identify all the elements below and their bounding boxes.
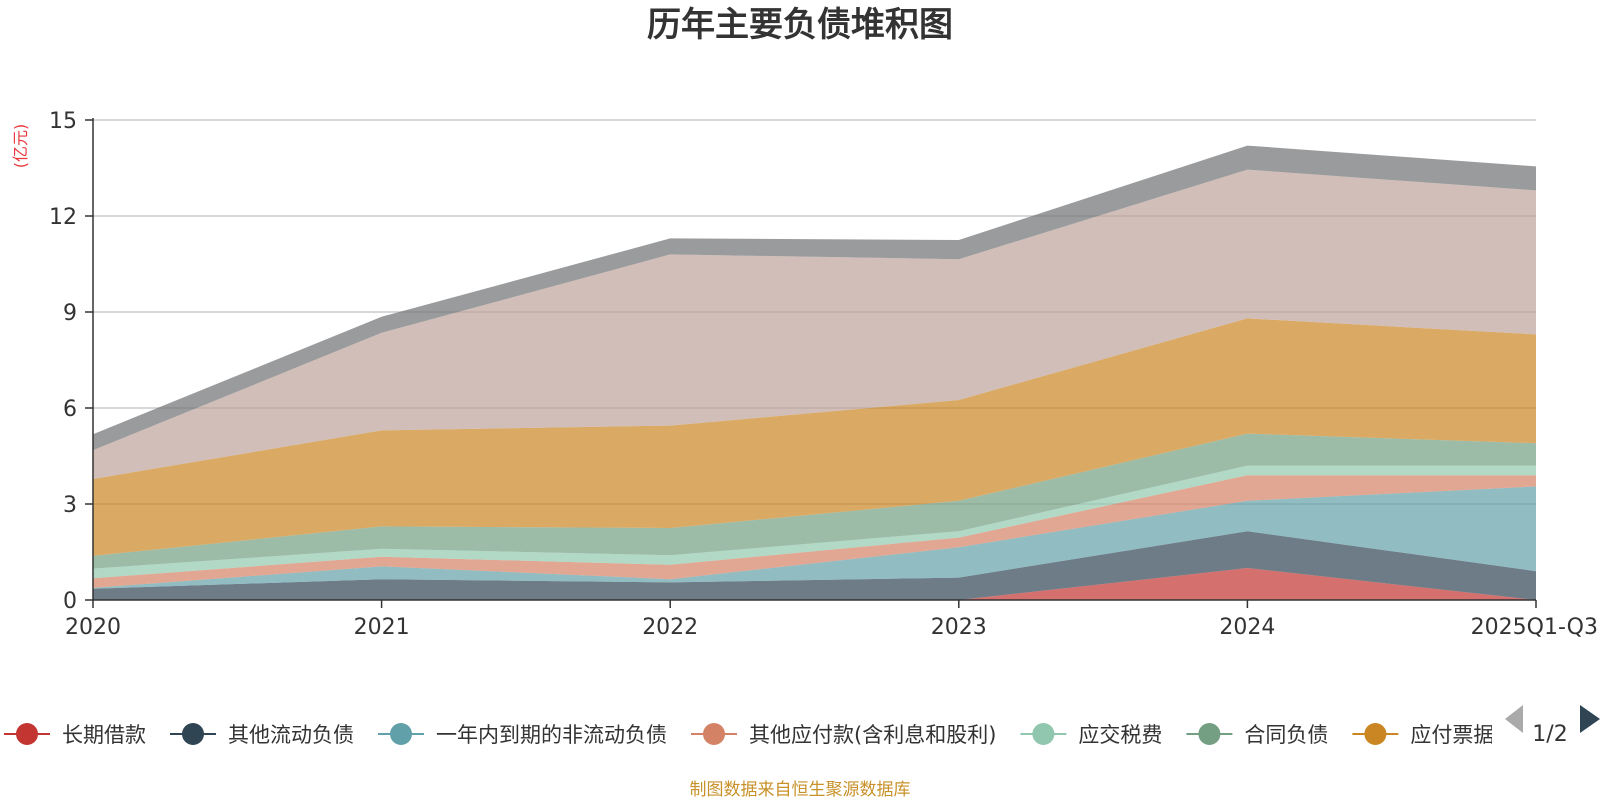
legend-label: 应交税费 xyxy=(1078,723,1162,747)
area-series-3 xyxy=(93,475,1536,588)
legend: 长期借款 其他流动负债 一年内到期的非流动负债 其他应付款(含利息和股利) 应交税费 合同… xyxy=(4,723,1599,747)
legend-marker xyxy=(1032,723,1055,745)
legend-next-arrow-icon[interactable] xyxy=(1580,705,1600,733)
legend-prev-arrow-icon[interactable] xyxy=(1505,705,1523,733)
y-tick-label: 9 xyxy=(63,301,77,326)
x-tick-label: 2024 xyxy=(1219,615,1275,640)
legend-item[interactable]: 应交税费 xyxy=(1020,723,1162,747)
legend-marker xyxy=(1198,723,1221,745)
axes: 0 3 6 9 12 15 2020 2021 2022 2023 2024 2025Q1-Q3 xyxy=(49,109,1598,640)
legend-item[interactable]: 合同负债 xyxy=(1186,723,1328,747)
area-series-7 xyxy=(93,169,1536,480)
data-source-note: 制图数据来自恒生聚源数据库 xyxy=(690,780,911,800)
legend-label: 长期借款 xyxy=(62,723,146,747)
legend-label: 其他流动负债 xyxy=(228,723,354,747)
legend-item[interactable]: 其他应付款(含利息和股利) xyxy=(691,723,996,747)
legend-label: 应付票据及应付账款 xyxy=(1410,723,1599,747)
y-tick-label: 6 xyxy=(63,397,77,422)
y-tick-label: 3 xyxy=(63,493,77,518)
legend-item[interactable]: 一年内到期的非流动负债 xyxy=(378,723,667,747)
legend-label: 其他应付款(含利息和股利) xyxy=(749,723,996,747)
area-series-0 xyxy=(93,568,1536,600)
chart-title: 历年主要负债堆积图 xyxy=(647,5,953,45)
legend-label: 合同负债 xyxy=(1244,723,1328,747)
y-tick-label: 0 xyxy=(63,589,77,614)
area-series-4 xyxy=(93,465,1536,579)
area-series-8 xyxy=(93,145,1536,451)
y-axis-unit-label: (亿元) xyxy=(11,124,30,169)
area-series-5 xyxy=(93,433,1536,569)
legend-page-indicator: 1/2 xyxy=(1532,722,1567,747)
legend-item[interactable]: 其他流动负债 xyxy=(170,723,354,747)
legend-marker xyxy=(703,723,725,745)
y-tick-label: 12 xyxy=(49,205,77,230)
legend-label: 一年内到期的非流动负债 xyxy=(436,723,667,747)
x-tick-label: 2022 xyxy=(642,615,698,640)
y-tick-label: 15 xyxy=(49,109,77,134)
x-tick-label: 2021 xyxy=(354,615,410,640)
x-tick-label: 2020 xyxy=(65,615,121,640)
x-tick-label: 2025Q1-Q3 xyxy=(1471,615,1598,640)
legend-pager: 1/2 xyxy=(1505,705,1600,747)
legend-item[interactable]: 长期借款 xyxy=(4,723,146,747)
legend-item[interactable]: 应付票据及应付账款 xyxy=(1352,723,1599,747)
legend-marker xyxy=(16,723,38,745)
x-tick-label: 2023 xyxy=(931,615,987,640)
legend-marker xyxy=(182,723,204,745)
legend-marker xyxy=(390,723,412,745)
area-series-6 xyxy=(93,318,1536,556)
area-series-2 xyxy=(93,486,1536,589)
area-series-1 xyxy=(93,531,1536,600)
legend-marker xyxy=(1364,723,1387,745)
series-areas xyxy=(93,145,1536,600)
